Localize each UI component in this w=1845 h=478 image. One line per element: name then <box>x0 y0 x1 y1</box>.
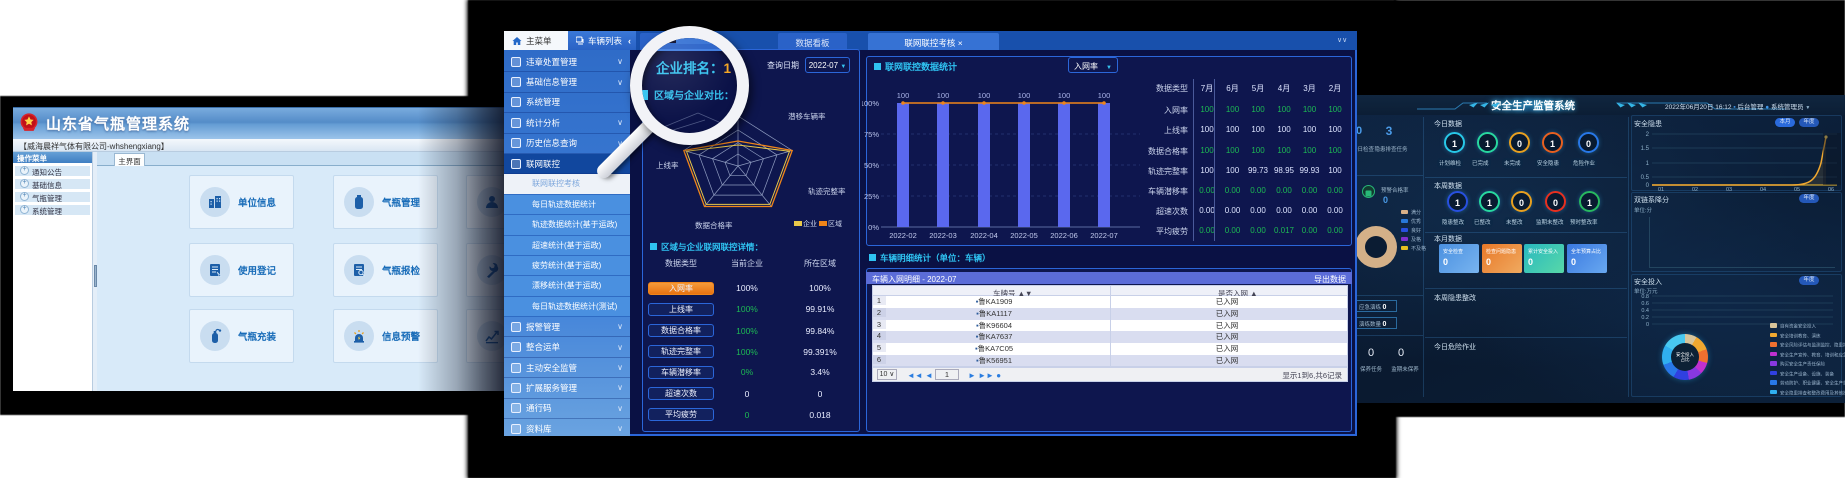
svg-text:0.2: 0.2 <box>1641 315 1649 321</box>
svg-text:轨迹完整率: 轨迹完整率 <box>808 186 846 196</box>
svg-text:数据合格率: 数据合格率 <box>695 220 733 230</box>
svg-text:区域: 区域 <box>828 219 842 228</box>
svg-text:2022-07: 2022-07 <box>1090 231 1118 240</box>
svg-text:1.5: 1.5 <box>1641 146 1650 152</box>
svg-text:01: 01 <box>1658 187 1664 191</box>
svg-text:04: 04 <box>1760 187 1766 191</box>
svg-text:03: 03 <box>1726 187 1732 191</box>
svg-text:50%: 50% <box>864 161 879 170</box>
svg-text:100: 100 <box>897 91 910 100</box>
svg-text:0.6: 0.6 <box>1641 301 1649 307</box>
svg-text:0: 0 <box>1646 322 1649 328</box>
svg-text:潜移车辆率: 潜移车辆率 <box>788 111 826 121</box>
svg-text:0.8: 0.8 <box>1641 294 1649 300</box>
svg-text:100%: 100% <box>862 99 879 108</box>
svg-text:上线率: 上线率 <box>656 160 679 170</box>
svg-text:06: 06 <box>1828 187 1834 191</box>
svg-text:0: 0 <box>1646 183 1650 189</box>
svg-text:1: 1 <box>1646 161 1650 167</box>
svg-text:25%: 25% <box>864 192 879 201</box>
svg-text:100: 100 <box>1018 91 1031 100</box>
svg-text:2: 2 <box>1646 132 1650 138</box>
svg-text:企业: 企业 <box>803 219 817 228</box>
svg-text:100: 100 <box>937 91 950 100</box>
svg-text:05: 05 <box>1794 187 1800 191</box>
svg-text:2022-05: 2022-05 <box>1010 231 1038 240</box>
svg-text:2022-04: 2022-04 <box>970 231 998 240</box>
svg-text:100: 100 <box>1058 91 1071 100</box>
svg-text:0.4: 0.4 <box>1641 308 1649 314</box>
svg-text:100: 100 <box>1098 91 1111 100</box>
svg-text:75%: 75% <box>864 130 879 139</box>
svg-text:2022-03: 2022-03 <box>929 231 957 240</box>
svg-text:2022-06: 2022-06 <box>1050 231 1078 240</box>
svg-text:0%: 0% <box>868 223 879 232</box>
svg-text:2022-02: 2022-02 <box>889 231 917 240</box>
svg-text:02: 02 <box>1692 187 1698 191</box>
svg-text:0.5: 0.5 <box>1641 175 1650 181</box>
svg-text:100: 100 <box>978 91 991 100</box>
